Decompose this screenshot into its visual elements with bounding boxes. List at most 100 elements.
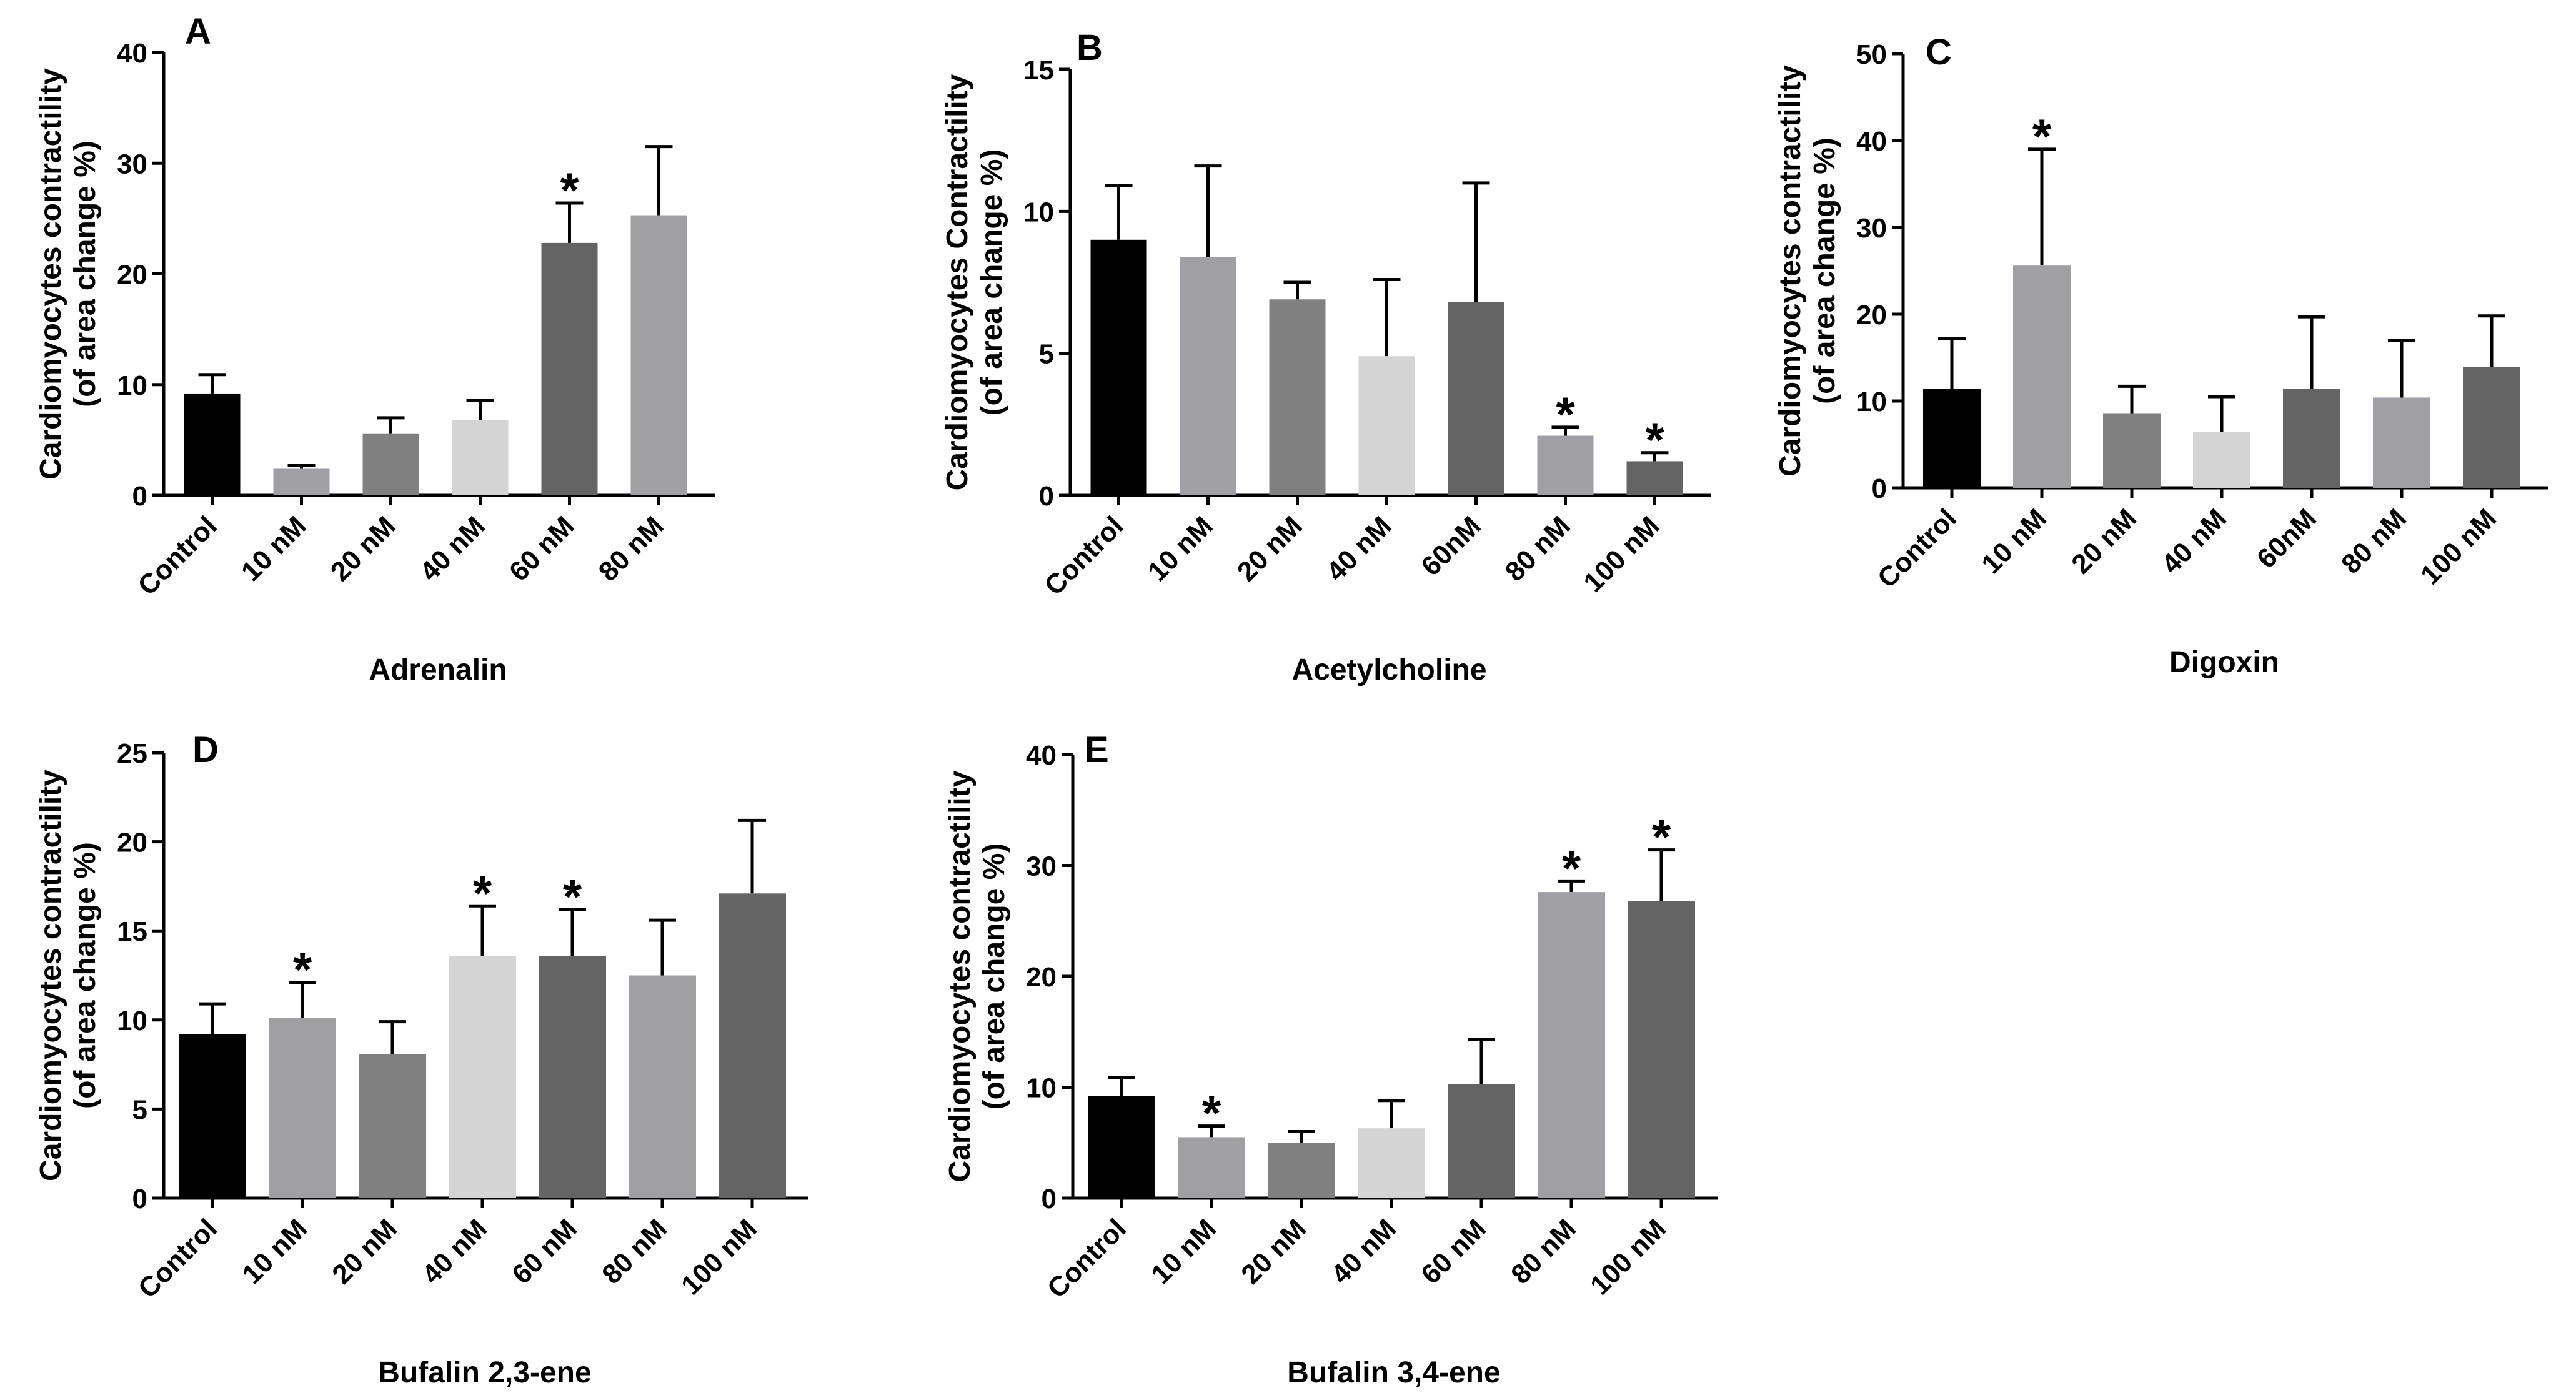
panel-c-ytick-label: 30 (1856, 213, 1887, 244)
panel-e-ytick-label: 10 (1026, 1073, 1057, 1104)
panel-b-category-label: 80 nM (1499, 510, 1576, 587)
panel-a-ylabel-line2: (of area change %) (69, 141, 102, 407)
panel-e-bar (1358, 1128, 1425, 1198)
panel-d-letter: D (192, 730, 219, 770)
panel-b-category-label: 60nM (1415, 510, 1486, 582)
panel-a-bar (362, 433, 419, 495)
panel-c-bar (1923, 389, 1981, 488)
panel-c-ylabel-line2: (of area change %) (1808, 137, 1841, 404)
panel-e-category-label: 80 nM (1505, 1213, 1582, 1290)
panel-e-category-label: 100 nM (1584, 1213, 1672, 1301)
panel-c-bar (2283, 389, 2340, 488)
panel-a-category-label: 80 nM (593, 510, 670, 587)
panel-c-xlabel: Digoxin (2169, 646, 2279, 679)
panel-a-ytick-label: 0 (132, 481, 147, 512)
panel-c-bar (2103, 413, 2161, 488)
panel-e-bar (1448, 1084, 1515, 1198)
panel-d-category-label: 40 nM (416, 1213, 493, 1290)
panel-b-significance-star: * (1645, 412, 1664, 467)
panel-b-category-label: 20 nM (1231, 510, 1308, 587)
panel-b-ytick-label: 15 (1023, 55, 1054, 86)
panel-c-ytick-label: 0 (1872, 473, 1887, 504)
panel-d-ytick-label: 25 (117, 738, 147, 769)
panel-d-bar (449, 956, 516, 1198)
panel-e-bar (1538, 892, 1605, 1198)
panel-d-bar (629, 975, 696, 1198)
panel-e-category-label: Control (1042, 1213, 1132, 1304)
panel-d-ytick-label: 5 (132, 1094, 147, 1125)
panel-d-ytick-label: 0 (132, 1184, 147, 1214)
panel-a-ytick-label: 30 (117, 149, 147, 179)
panel-c-ytick-label: 10 (1856, 387, 1887, 417)
panel-a-bar (273, 468, 330, 495)
panel-c-ytick-label: 40 (1856, 126, 1887, 157)
panel-b-bar (1180, 257, 1236, 495)
panel-e-category-label: 10 nM (1145, 1213, 1222, 1290)
panel-a-letter: A (185, 11, 211, 52)
panel-c-category-label: 10 nM (1976, 503, 2052, 580)
panel-e-ytick-label: 0 (1042, 1184, 1057, 1214)
panel-e-significance-star: * (1652, 810, 1671, 865)
panel-d-ytick-label: 20 (117, 828, 147, 858)
panel-a-ytick-label: 10 (117, 370, 147, 401)
panel-e-bar (1268, 1143, 1335, 1198)
panel-c-bar (2463, 367, 2520, 488)
panel-c-category-label: 100 nM (2415, 503, 2502, 590)
panel-e-category-label: 20 nM (1235, 1213, 1312, 1290)
panel-a-category-label: 40 nM (414, 510, 491, 587)
panel-d-bar (179, 1034, 246, 1198)
panel-a-significance-star: * (560, 162, 579, 217)
panel-d-ylabel-line1: Cardiomyocytes contractility (34, 770, 67, 1181)
panel-c-ytick-label: 20 (1856, 300, 1887, 330)
panel-c-ylabel-line1: Cardiomyocytes contractility (1774, 65, 1807, 477)
panel-a-category-label: Control (132, 510, 222, 601)
panel-b-significance-star: * (1556, 387, 1575, 442)
panel-d-bar (539, 956, 606, 1198)
panel-d-bar (269, 1018, 336, 1198)
panel-d-category-label: 10 nM (236, 1213, 313, 1290)
panel-e-ytick-label: 40 (1026, 740, 1057, 771)
panel-d-category-label: 60 nM (506, 1213, 583, 1290)
panel-c-ytick-label: 50 (1856, 39, 1887, 70)
panel-c-bar (2193, 432, 2250, 488)
panel-e-ylabel-line1: Cardiomyocytes contractility (943, 770, 977, 1182)
panel-d-bar (359, 1053, 426, 1198)
panel-b-bar (1448, 302, 1504, 495)
panel-e-ytick-label: 30 (1026, 851, 1057, 882)
panel-d-category-label: 20 nM (326, 1213, 403, 1290)
panel-b-ylabel-line1: Cardiomyocytes Contractility (941, 74, 974, 490)
panel-d-significance-star: * (473, 865, 492, 920)
panel-d-ylabel-line2: (of area change %) (69, 842, 102, 1109)
panel-b-bar (1358, 356, 1415, 495)
panel-d-significance-star: * (563, 869, 582, 924)
panel-b-bar (1626, 461, 1683, 495)
panel-e-letter: E (1085, 730, 1109, 770)
panel-b-category-label: Control (1038, 510, 1129, 601)
panel-b-ytick-label: 0 (1039, 481, 1054, 512)
panel-c-significance-star: * (2032, 109, 2052, 164)
panel-b-category-label: 40 nM (1321, 510, 1398, 587)
panel-c-category-label: 40 nM (2156, 503, 2232, 580)
panel-e-significance-star: * (1202, 1086, 1221, 1141)
panel-b-xlabel: Acetylcholine (1291, 653, 1486, 687)
panel-c-letter: C (1926, 32, 1952, 72)
panel-a-ylabel-line1: Cardiomyocytes contractility (34, 68, 67, 480)
panel-b-category-label: 100 nM (1578, 510, 1665, 598)
panel-b-ylabel-line2: (of area change %) (975, 149, 1008, 416)
panel-c-bar (2373, 397, 2430, 488)
panel-c-category-label: 60nM (2251, 503, 2322, 574)
panel-b-bar (1269, 299, 1326, 495)
panel-d-ytick-label: 10 (117, 1006, 147, 1036)
panel-e-bar (1628, 901, 1695, 1198)
panel-a-ytick-label: 40 (117, 38, 147, 69)
panel-d-bar (719, 893, 786, 1198)
panel-d-significance-star: * (293, 942, 312, 997)
panel-b-bar (1090, 239, 1147, 495)
panel-d-category-label: Control (132, 1213, 223, 1304)
panel-d-xlabel: Bufalin 2,3-ene (378, 1356, 591, 1389)
panel-e-bar (1088, 1096, 1155, 1198)
panel-e-ytick-label: 20 (1026, 962, 1057, 993)
panel-b-letter: B (1077, 27, 1103, 68)
panel-c-bar (2013, 265, 2071, 488)
panel-e-significance-star: * (1562, 840, 1581, 895)
